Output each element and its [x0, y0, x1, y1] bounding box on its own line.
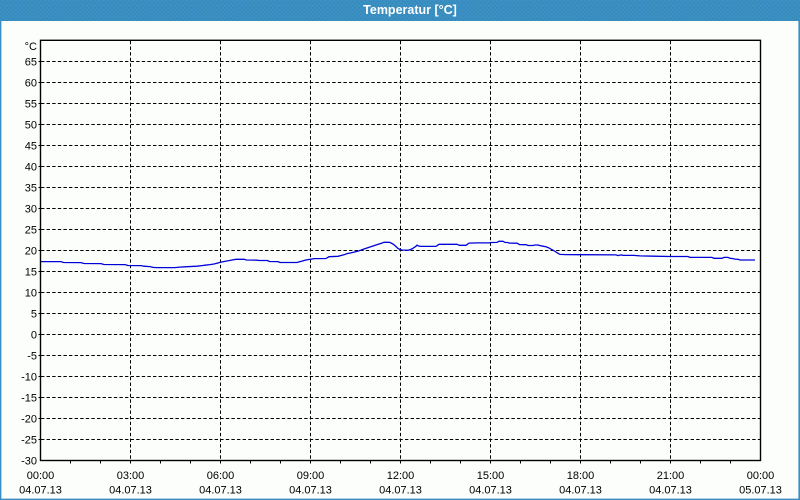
svg-text:00:00: 00:00 [27, 470, 55, 482]
svg-text:65: 65 [25, 57, 37, 69]
svg-text:50: 50 [25, 120, 37, 132]
svg-text:25: 25 [25, 225, 37, 237]
svg-text:°C: °C [25, 41, 37, 53]
svg-text:06:00: 06:00 [207, 470, 235, 482]
svg-text:00:00: 00:00 [747, 470, 775, 482]
svg-text:-25: -25 [21, 435, 37, 447]
svg-text:21:00: 21:00 [657, 470, 685, 482]
svg-text:0: 0 [31, 330, 37, 342]
svg-text:-5: -5 [27, 351, 37, 363]
svg-text:04.07.13: 04.07.13 [19, 485, 62, 497]
svg-text:09:00: 09:00 [297, 470, 325, 482]
svg-text:15: 15 [25, 267, 37, 279]
svg-text:12:00: 12:00 [387, 470, 415, 482]
svg-text:04.07.13: 04.07.13 [289, 485, 332, 497]
svg-text:-30: -30 [21, 456, 37, 468]
svg-text:15:00: 15:00 [477, 470, 505, 482]
svg-text:04.07.13: 04.07.13 [199, 485, 242, 497]
svg-text:04.07.13: 04.07.13 [109, 485, 152, 497]
svg-text:04.07.13: 04.07.13 [469, 485, 512, 497]
svg-text:60: 60 [25, 78, 37, 90]
svg-text:04.07.13: 04.07.13 [559, 485, 602, 497]
svg-text:35: 35 [25, 183, 37, 195]
svg-text:04.07.13: 04.07.13 [379, 485, 422, 497]
svg-text:5: 5 [31, 309, 37, 321]
svg-text:05.07.13: 05.07.13 [739, 485, 782, 497]
svg-text:04.07.13: 04.07.13 [649, 485, 692, 497]
svg-text:-20: -20 [21, 414, 37, 426]
svg-text:-10: -10 [21, 372, 37, 384]
svg-text:-15: -15 [21, 393, 37, 405]
svg-text:10: 10 [25, 288, 37, 300]
svg-text:40: 40 [25, 162, 37, 174]
svg-text:30: 30 [25, 204, 37, 216]
svg-text:55: 55 [25, 99, 37, 111]
svg-text:45: 45 [25, 141, 37, 153]
svg-text:18:00: 18:00 [567, 470, 595, 482]
svg-text:20: 20 [25, 246, 37, 258]
svg-text:03:00: 03:00 [117, 470, 145, 482]
